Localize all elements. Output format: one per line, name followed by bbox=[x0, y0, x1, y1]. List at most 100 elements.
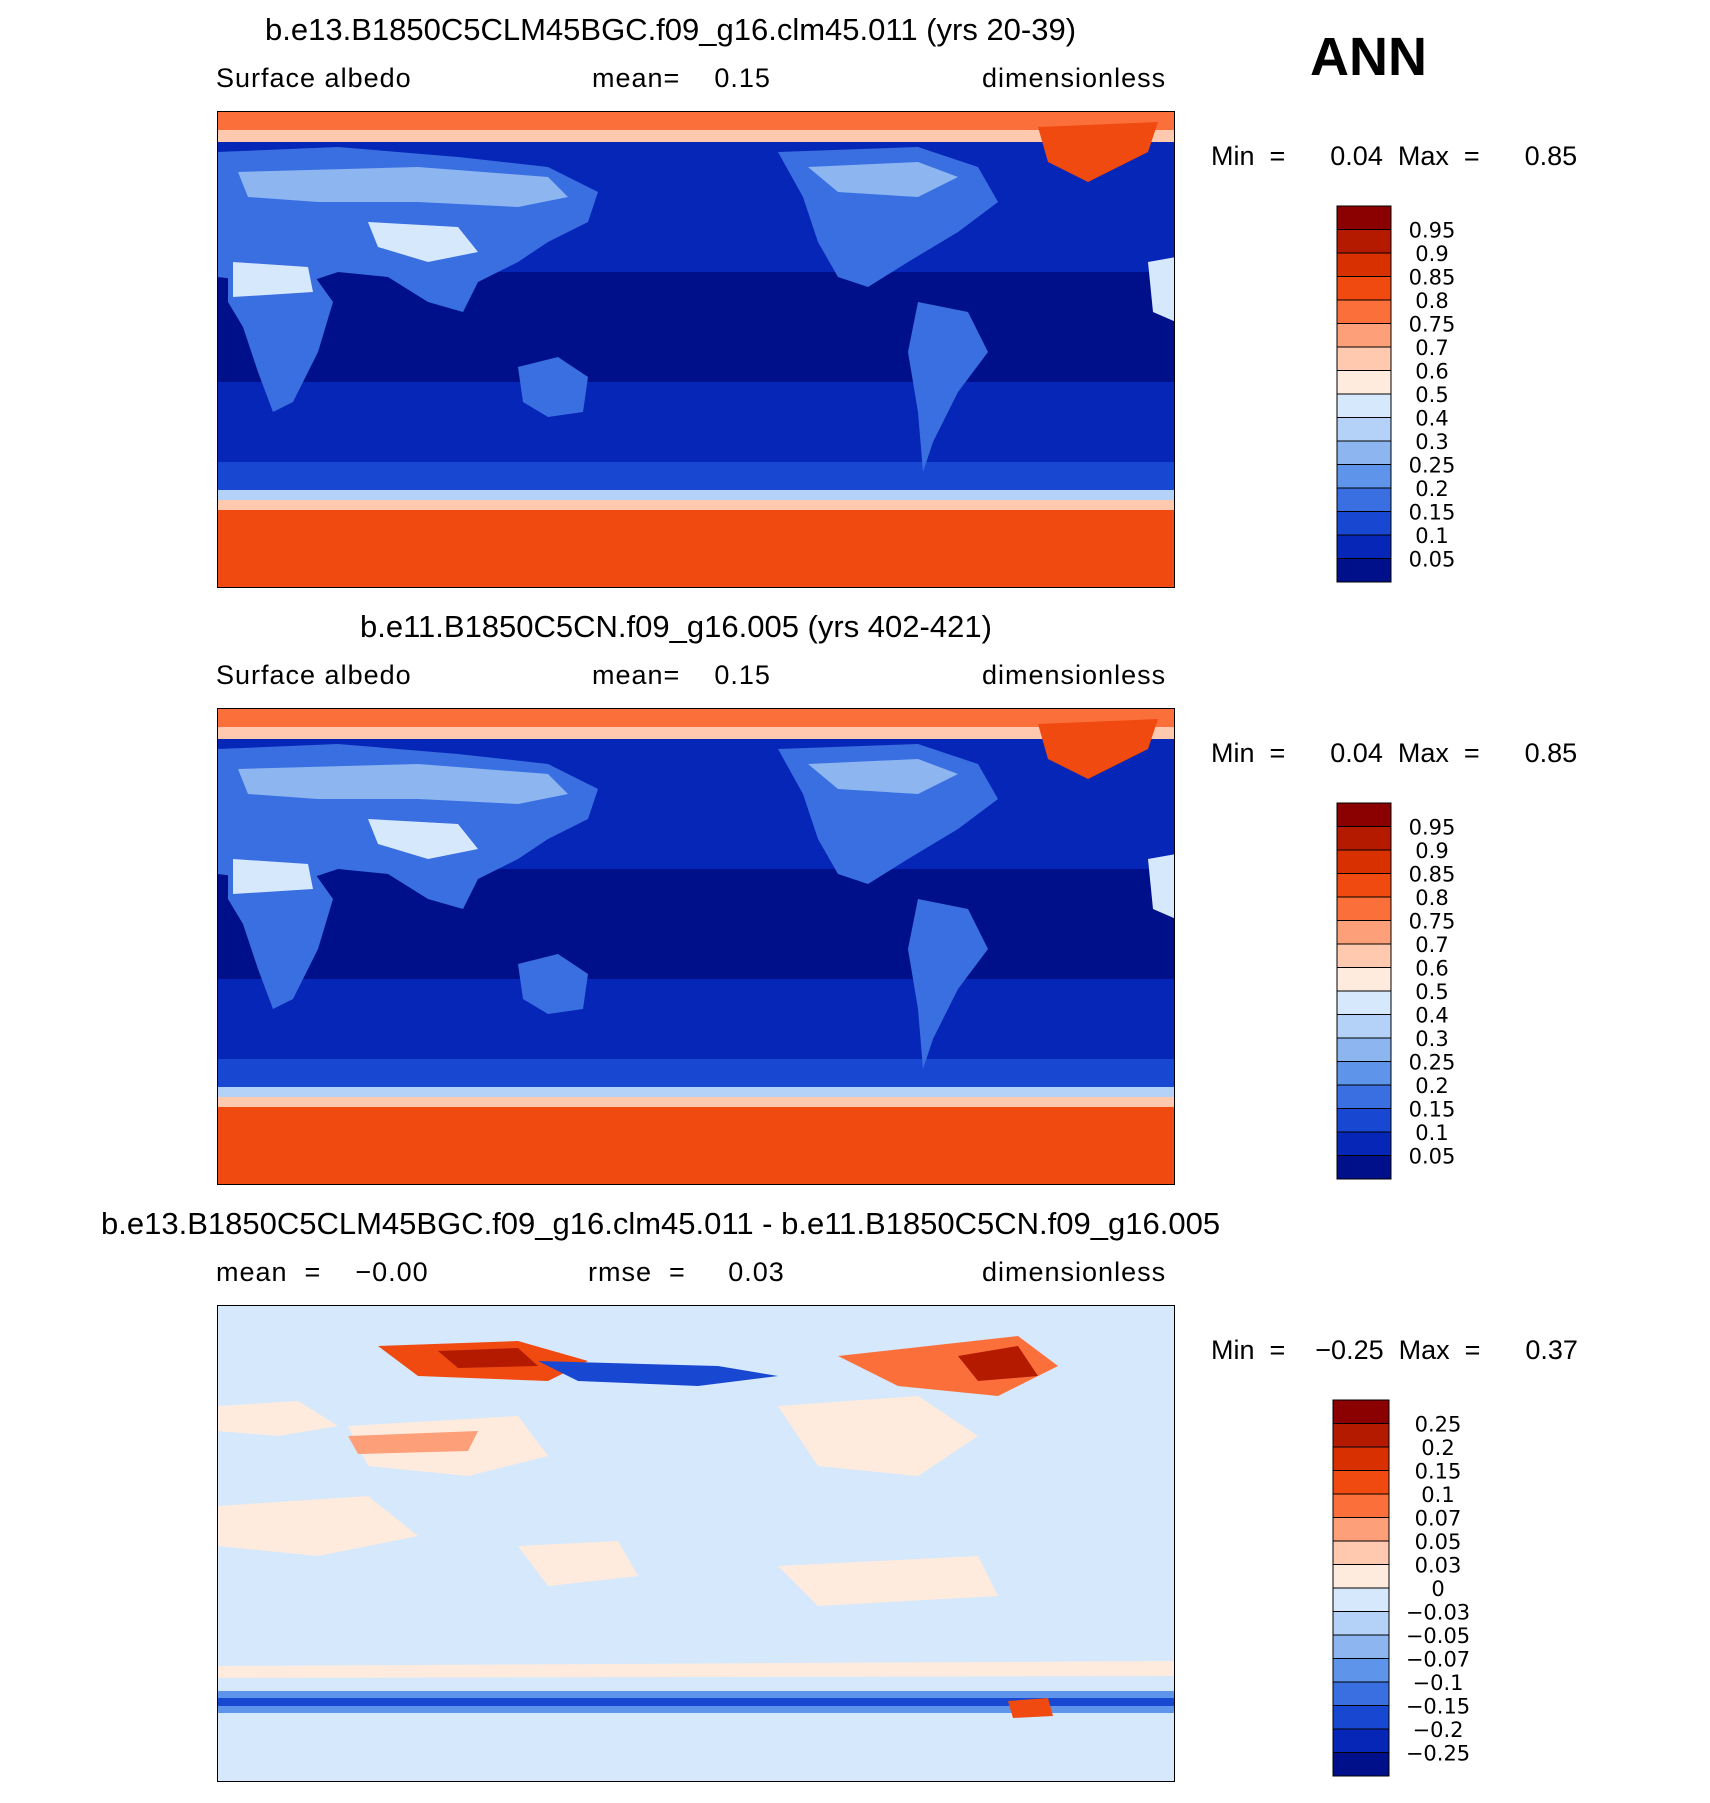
panel-2-colorbar-label: 0.05 bbox=[1409, 1145, 1456, 1169]
panel-2-colorbar-swatch bbox=[1336, 1108, 1392, 1133]
panel-1-colorbar-label: 0.9 bbox=[1415, 242, 1448, 266]
panel-2-colorbar-label: 0.85 bbox=[1409, 863, 1456, 887]
panel-3-colorbar-label: 0.2 bbox=[1421, 1436, 1454, 1460]
panel-2-colorbar-swatch bbox=[1336, 896, 1392, 921]
panel-3-colorbar-label: 0.05 bbox=[1415, 1530, 1462, 1554]
panel-2-colorbar-label: 0.9 bbox=[1415, 839, 1448, 863]
panel-2-colorbar-swatch bbox=[1336, 873, 1392, 898]
panel-2-colorbar-swatch bbox=[1336, 1084, 1392, 1109]
panel-2-colorbar-swatch bbox=[1336, 990, 1392, 1015]
panel-1-colorbar-swatch bbox=[1336, 205, 1392, 230]
panel-1-colorbar-swatch bbox=[1336, 346, 1392, 371]
panel-1-colorbar-swatch bbox=[1336, 252, 1392, 277]
panel-3-title: b.e13.B1850C5CLM45BGC.f09_g16.clm45.011 … bbox=[101, 1206, 1221, 1241]
panel-1-colorbar: 0.95 0.9 0.85 0.8 0.75 0.7 0.6 0.5 0.4 0.3 0.25 0.2… bbox=[1336, 205, 1536, 583]
panel-3-colorbar-label: −0.03 bbox=[1406, 1601, 1470, 1625]
panel-3-colorbar-swatch bbox=[1332, 1446, 1390, 1471]
panel-1-colorbar-label: 0.15 bbox=[1409, 501, 1456, 525]
panel-2-colorbar-swatch bbox=[1336, 1061, 1392, 1086]
panel-3-colorbar-label: 0.15 bbox=[1415, 1460, 1462, 1484]
panel-1-colorbar-swatch bbox=[1336, 323, 1392, 348]
panel-3-rmse-label: rmse = 0.03 bbox=[588, 1257, 785, 1287]
panel-2-colorbar-swatch bbox=[1336, 849, 1392, 874]
panel-2-colorbar-label: 0.7 bbox=[1415, 933, 1448, 957]
panel-1-colorbar-label: 0.3 bbox=[1415, 430, 1448, 454]
panel-1-colorbar-label: 0.25 bbox=[1409, 454, 1456, 478]
panel-3-colorbar-label: 0 bbox=[1431, 1577, 1444, 1601]
panel-2-title: b.e11.B1850C5CN.f09_g16.005 (yrs 402-421… bbox=[360, 609, 992, 644]
panel-3-colorbar-swatch bbox=[1332, 1728, 1390, 1753]
panel-1-colorbar-swatch bbox=[1336, 393, 1392, 418]
panel-1-title: b.e13.B1850C5CLM45BGC.f09_g16.clm45.011 … bbox=[265, 12, 1077, 47]
panel-3-colorbar-swatch bbox=[1332, 1493, 1390, 1518]
panel-3-colorbar-label: 0.25 bbox=[1415, 1413, 1462, 1437]
panel-2-colorbar-label: 0.3 bbox=[1415, 1027, 1448, 1051]
panel-1-colorbar-swatch bbox=[1336, 511, 1392, 536]
panel-3-minmax: Min = −0.25 Max = 0.37 bbox=[1211, 1335, 1578, 1365]
panel-2-colorbar-swatch bbox=[1336, 1131, 1392, 1156]
panel-3-colorbar-label: 0.1 bbox=[1421, 1483, 1454, 1507]
panel-1-variable-label: Surface albedo bbox=[216, 63, 412, 93]
panel-3-colorbar-label: −0.05 bbox=[1406, 1624, 1470, 1648]
panel-2-colorbar-label: 0.5 bbox=[1415, 980, 1448, 1004]
panel-1-colorbar-swatch bbox=[1336, 299, 1392, 324]
panel-2-units-label: dimensionless bbox=[982, 660, 1167, 690]
panel-2-colorbar-label: 0.25 bbox=[1409, 1051, 1456, 1075]
panel-1-colorbar-swatch bbox=[1336, 276, 1392, 301]
panel-1-minmax: Min = 0.04 Max = 0.85 bbox=[1211, 141, 1578, 171]
panel-3-colorbar-swatch bbox=[1332, 1470, 1390, 1495]
panel-1-units-label: dimensionless bbox=[982, 63, 1167, 93]
panel-3-colorbar-label: −0.1 bbox=[1413, 1671, 1464, 1695]
panel-1-colorbar-label: 0.85 bbox=[1409, 266, 1456, 290]
panel-2-colorbar-label: 0.6 bbox=[1415, 957, 1448, 981]
panel-3-colorbar-label: 0.07 bbox=[1415, 1507, 1462, 1531]
panel-1-colorbar-label: 0.4 bbox=[1415, 407, 1448, 431]
panel-1-colorbar-swatch bbox=[1336, 558, 1392, 583]
panel-1-colorbar-label: 0.1 bbox=[1415, 524, 1448, 548]
panel-2-variable-label: Surface albedo bbox=[216, 660, 412, 690]
panel-3-colorbar: 0.25 0.2 0.15 0.1 0.07 0.05 0.03 0 −0.03 −0.05 −0.… bbox=[1332, 1399, 1552, 1777]
panel-1-colorbar-swatch bbox=[1336, 440, 1392, 465]
panel-2-minmax: Min = 0.04 Max = 0.85 bbox=[1211, 738, 1578, 768]
panel-2-colorbar-swatch bbox=[1336, 826, 1392, 851]
panel-2-colorbar-swatch bbox=[1336, 943, 1392, 968]
panel-1-colorbar-label: 0.6 bbox=[1415, 360, 1448, 384]
panel-2-colorbar-swatch bbox=[1336, 1037, 1392, 1062]
panel-1-colorbar-svg: 0.950.90.850.80.750.70.60.50.40.30.250.2… bbox=[1336, 205, 1456, 583]
panel-1-mean-label: mean= 0.15 bbox=[592, 63, 771, 93]
panel-2-colorbar-swatch bbox=[1336, 967, 1392, 992]
panel-1-colorbar-label: 0.95 bbox=[1409, 219, 1456, 243]
panel-1-colorbar-swatch bbox=[1336, 370, 1392, 395]
panel-1-colorbar-label: 0.8 bbox=[1415, 289, 1448, 313]
panel-3-colorbar-label: 0.03 bbox=[1415, 1554, 1462, 1578]
panel-1-colorbar-swatch bbox=[1336, 534, 1392, 559]
panel-1-colorbar-swatch bbox=[1336, 417, 1392, 442]
panel-2-colorbar-label: 0.75 bbox=[1409, 910, 1456, 934]
panel-3-colorbar-swatch bbox=[1332, 1752, 1390, 1777]
panel-1-colorbar-label: 0.5 bbox=[1415, 383, 1448, 407]
panel-1-colorbar-label: 0.05 bbox=[1409, 548, 1456, 572]
panel-3-colorbar-swatch bbox=[1332, 1658, 1390, 1683]
panel-1-colorbar-label: 0.75 bbox=[1409, 313, 1456, 337]
panel-3-colorbar-swatch bbox=[1332, 1634, 1390, 1659]
panel-2-colorbar-swatch bbox=[1336, 1014, 1392, 1039]
panel-2-colorbar: 0.95 0.9 0.85 0.8 0.75 0.7 0.6 0.5 0.4 0.3 0.25 0.2… bbox=[1336, 802, 1536, 1180]
panel-3-colorbar-label: −0.07 bbox=[1406, 1648, 1470, 1672]
panel-2-colorbar-label: 0.8 bbox=[1415, 886, 1448, 910]
panel-3-colorbar-label: −0.25 bbox=[1406, 1742, 1470, 1766]
panel-3-colorbar-label: −0.15 bbox=[1406, 1695, 1470, 1719]
panel-2-colorbar-label: 0.4 bbox=[1415, 1004, 1448, 1028]
panel-3-map bbox=[217, 1305, 1175, 1782]
panel-2-colorbar-swatch bbox=[1336, 1155, 1392, 1180]
panel-1-colorbar-swatch bbox=[1336, 487, 1392, 512]
panel-3-colorbar-swatch bbox=[1332, 1611, 1390, 1636]
panel-3-colorbar-swatch bbox=[1332, 1587, 1390, 1612]
panel-1-colorbar-swatch bbox=[1336, 229, 1392, 254]
panel-2-colorbar-label: 0.2 bbox=[1415, 1074, 1448, 1098]
panel-3-colorbar-swatch bbox=[1332, 1564, 1390, 1589]
panel-2-colorbar-label: 0.1 bbox=[1415, 1121, 1448, 1145]
panel-2-colorbar-swatch bbox=[1336, 920, 1392, 945]
panel-1-colorbar-label: 0.7 bbox=[1415, 336, 1448, 360]
panel-3-colorbar-swatch bbox=[1332, 1399, 1390, 1424]
panel-1-colorbar-swatch bbox=[1336, 464, 1392, 489]
